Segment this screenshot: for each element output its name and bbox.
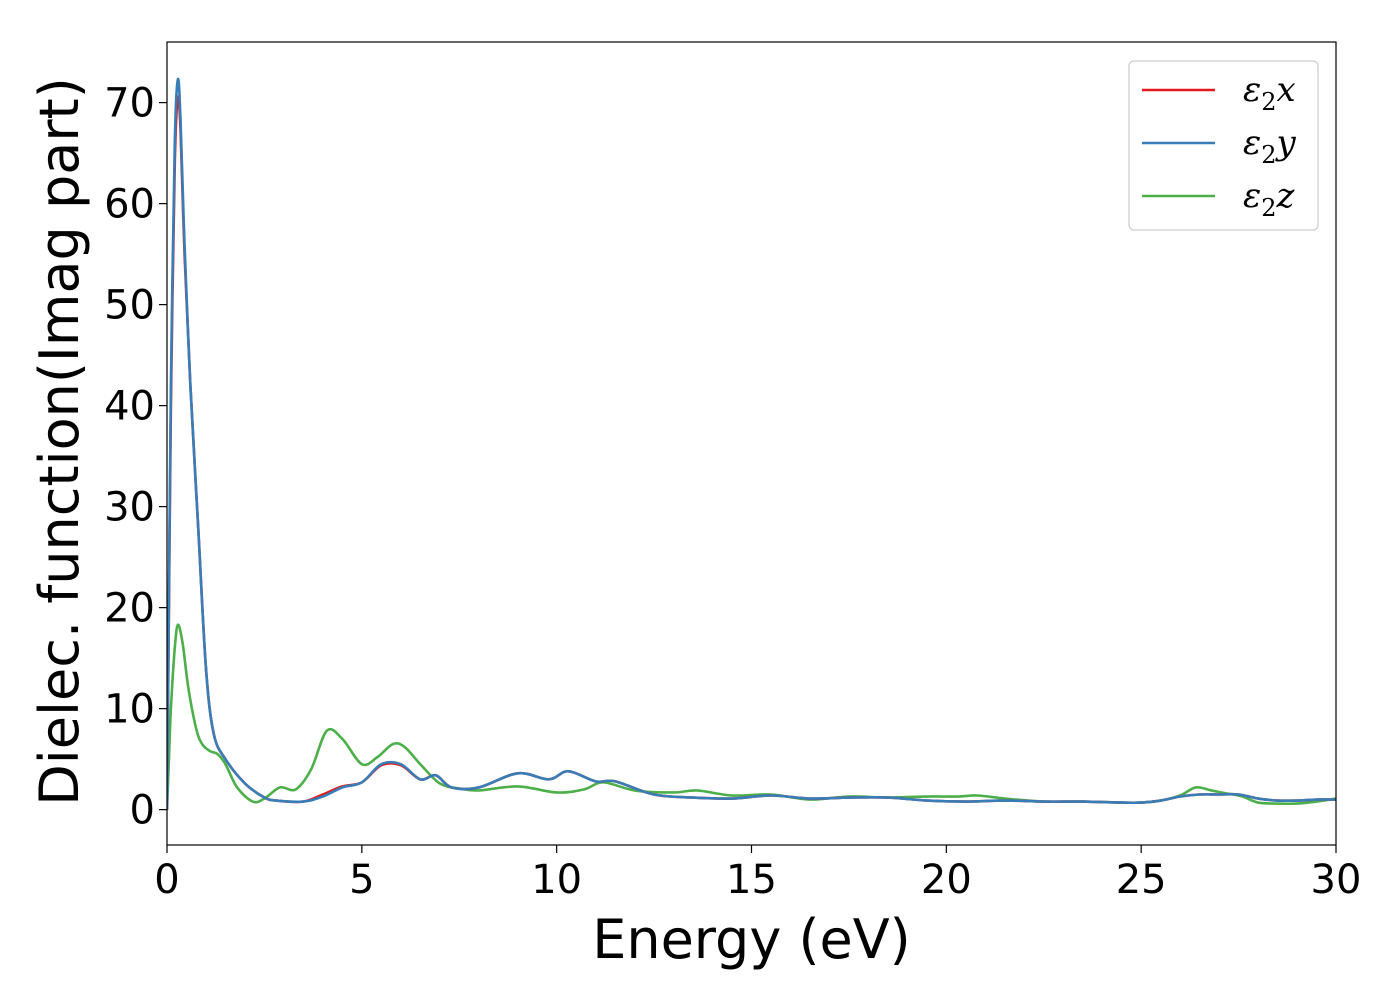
x-axis-ticks: 0 5 10 15 20 25 30: [154, 845, 1361, 903]
legend-box: [1128, 60, 1319, 231]
series-lines: [167, 77, 1336, 810]
series-line-y: [167, 77, 1336, 810]
y-tick-label: 70: [104, 81, 155, 127]
y-tick-label: 60: [104, 182, 155, 228]
y-tick-label: 0: [130, 788, 155, 834]
y-tick-label: 10: [104, 687, 155, 733]
y-tick-label: 30: [104, 485, 155, 531]
x-tick-label: 20: [921, 857, 972, 903]
legend-label: ε2y: [1243, 123, 1297, 169]
x-tick-label: 10: [531, 857, 582, 903]
y-tick-label: 50: [104, 283, 155, 329]
y-tick-label: 40: [104, 384, 155, 430]
legend: ε2x ε2y ε2z: [1128, 60, 1319, 231]
x-tick-label: 5: [349, 857, 374, 903]
legend-label: ε2x: [1243, 70, 1296, 116]
y-axis-ticks: 0 10 20 30 40 50 60 70: [104, 81, 167, 834]
x-tick-label: 0: [154, 857, 179, 903]
x-axis-label: Energy (eV): [592, 908, 911, 971]
legend-label: ε2z: [1243, 176, 1296, 222]
x-tick-label: 25: [1116, 857, 1167, 903]
y-tick-label: 20: [104, 586, 155, 632]
x-tick-label: 30: [1311, 857, 1362, 903]
y-axis-label: Dielec. function(Imag part): [28, 77, 91, 806]
x-tick-label: 15: [726, 857, 777, 903]
